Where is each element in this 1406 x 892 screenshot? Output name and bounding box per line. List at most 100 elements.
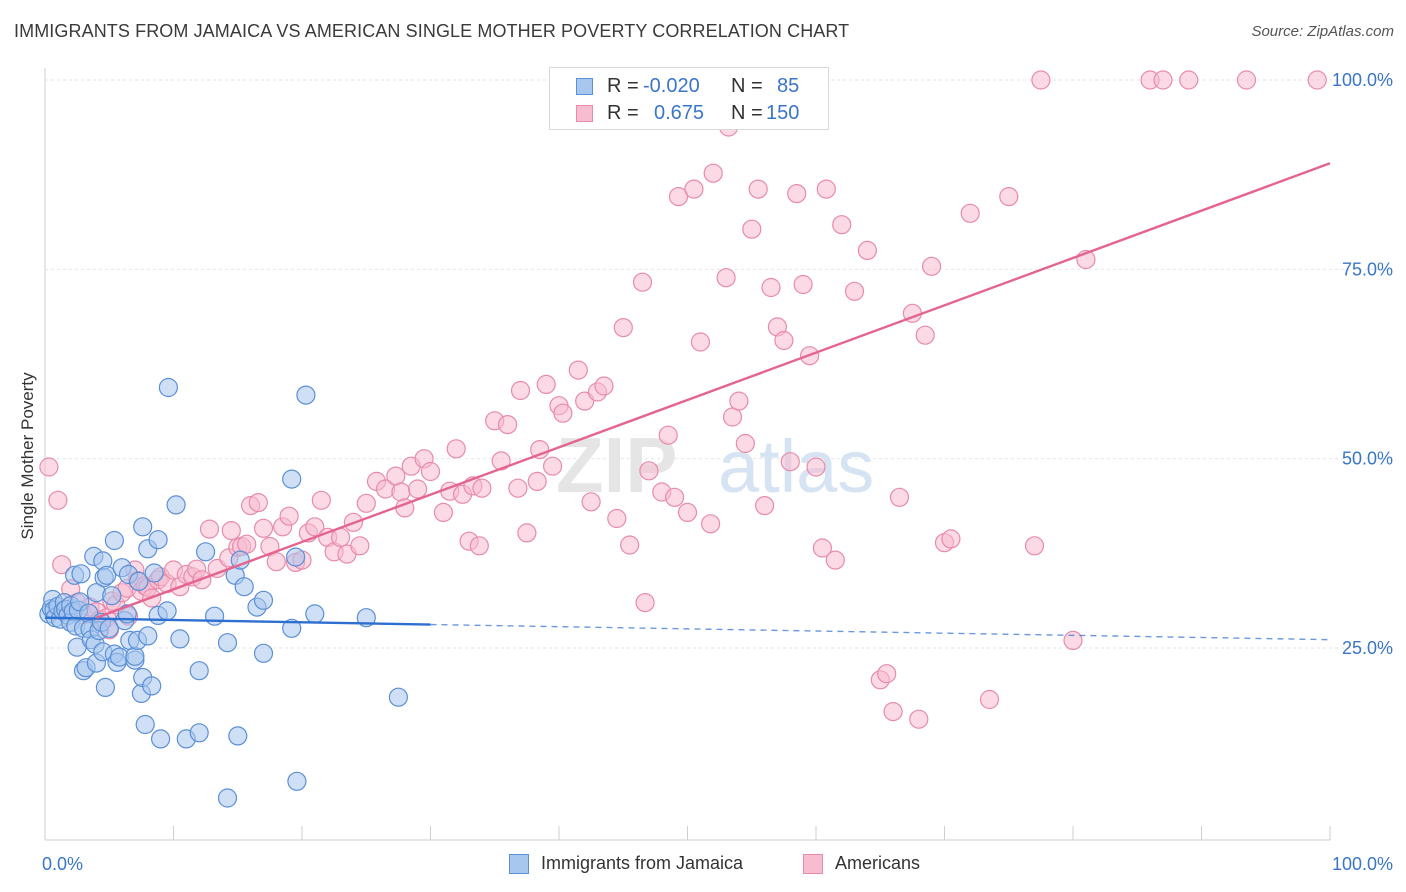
- data-point: [237, 534, 257, 554]
- data-point: [677, 502, 698, 523]
- data-point: [684, 179, 704, 199]
- data-point: [553, 403, 573, 423]
- legend-r-label: R =: [607, 102, 639, 124]
- data-point: [754, 496, 775, 516]
- data-point: [510, 380, 531, 401]
- data-point: [170, 629, 190, 649]
- data-point: [388, 687, 408, 707]
- data-point: [620, 535, 640, 555]
- data-point: [530, 440, 550, 460]
- data-point: [774, 330, 794, 351]
- series-jamaica-points: [39, 377, 408, 808]
- data-point: [311, 490, 331, 510]
- data-point: [883, 701, 903, 722]
- x-tick-label: 0.0%: [42, 854, 83, 874]
- data-point: [793, 274, 813, 295]
- data-point: [253, 518, 274, 538]
- data-point: [632, 272, 653, 292]
- data-point: [527, 471, 547, 491]
- data-point: [941, 529, 961, 549]
- data-point: [1153, 70, 1173, 90]
- data-point: [716, 268, 736, 288]
- data-point: [664, 487, 685, 507]
- data-point: [157, 601, 177, 621]
- data-point: [658, 425, 678, 445]
- data-point: [1179, 70, 1199, 90]
- legend-n-label: N =: [731, 102, 763, 124]
- data-point: [282, 469, 302, 489]
- y-tick-label: 100.0%: [1332, 70, 1393, 90]
- legend-swatch-jamaica: [509, 854, 529, 874]
- data-point: [729, 391, 749, 411]
- data-point: [386, 466, 406, 486]
- data-point: [844, 281, 865, 301]
- data-point: [517, 523, 537, 543]
- data-point: [613, 318, 633, 338]
- y-tick-label: 25.0%: [1342, 638, 1393, 658]
- axes: [44, 68, 1331, 841]
- data-point: [305, 604, 325, 624]
- data-point: [1024, 536, 1045, 556]
- data-point: [748, 179, 768, 199]
- legend-swatch-americans: [576, 105, 593, 122]
- data-point: [568, 360, 588, 380]
- data-point: [266, 552, 286, 572]
- series-legend: Immigrants from Jamaica Americans: [0, 852, 1406, 876]
- data-point: [420, 461, 441, 482]
- legend-row-jamaica: R = -0.020 N = 85: [550, 74, 828, 100]
- data-point: [889, 487, 910, 507]
- data-point: [138, 626, 158, 646]
- data-point: [806, 457, 826, 477]
- data-point: [536, 374, 556, 394]
- legend-row-americans: R = 0.675 N = 150: [550, 101, 828, 127]
- data-point: [472, 478, 492, 498]
- data-point: [97, 565, 117, 585]
- data-point: [253, 590, 274, 610]
- source-label: Source: ZipAtlas.com: [1251, 23, 1394, 40]
- data-point: [857, 240, 878, 260]
- data-point: [508, 478, 528, 498]
- data-point: [816, 179, 836, 199]
- data-point: [221, 520, 241, 541]
- x-tick-label: 100.0%: [1332, 854, 1393, 874]
- data-point: [142, 676, 162, 696]
- data-point: [491, 451, 511, 471]
- data-point: [135, 714, 155, 735]
- data-point: [282, 618, 302, 638]
- series-americans-points: [39, 70, 1327, 729]
- trend-lines: [44, 162, 1331, 641]
- data-point: [742, 219, 762, 239]
- data-point: [234, 577, 254, 597]
- data-point: [144, 563, 164, 583]
- data-point: [230, 550, 250, 570]
- data-point: [979, 689, 1000, 710]
- data-point: [825, 550, 845, 570]
- data-point: [780, 452, 800, 472]
- watermark: ZIP atlas: [556, 421, 874, 509]
- data-point: [761, 277, 781, 298]
- data-point: [189, 661, 209, 681]
- data-point: [199, 519, 220, 539]
- trend-line-jamaica: [44, 616, 431, 626]
- data-point: [812, 538, 833, 558]
- data-point: [151, 729, 171, 749]
- data-point: [1307, 70, 1327, 90]
- data-point: [356, 493, 376, 513]
- legend-n-value: 85: [777, 75, 800, 97]
- data-point: [921, 256, 942, 276]
- data-point: [607, 508, 627, 529]
- data-point: [350, 536, 370, 556]
- data-point: [915, 325, 935, 345]
- data-point: [446, 439, 466, 459]
- y-tick-label: 50.0%: [1342, 449, 1393, 469]
- data-point: [391, 482, 411, 502]
- legend-label-jamaica: Immigrants from Jamaica: [541, 853, 744, 873]
- data-point: [433, 502, 453, 523]
- data-point: [960, 203, 980, 223]
- data-point: [469, 536, 489, 556]
- data-point: [305, 517, 325, 537]
- data-point: [700, 514, 721, 534]
- y-tick-label: 75.0%: [1342, 259, 1393, 279]
- data-point: [498, 415, 518, 435]
